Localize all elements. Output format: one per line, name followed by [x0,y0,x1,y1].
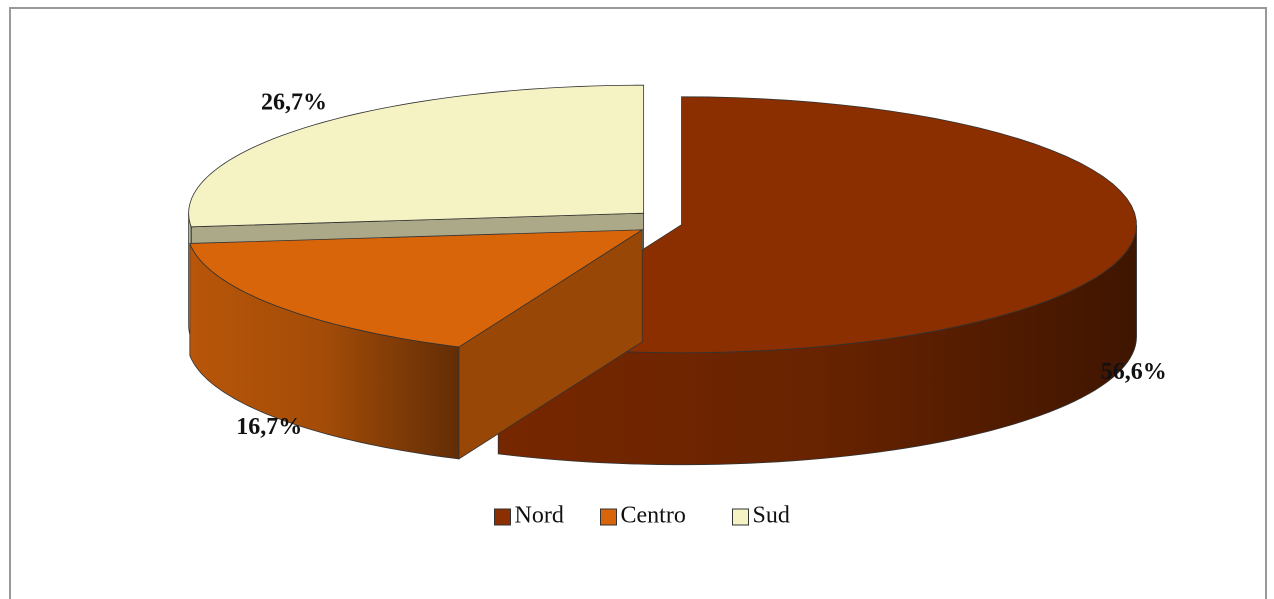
legend-label: Centro [621,503,686,529]
data-label: 56,6% [1101,359,1167,385]
data-label: 26,7% [261,89,327,115]
data-label: 16,7% [236,414,302,440]
legend-swatch [600,508,617,526]
legend-swatch [494,508,511,526]
slice [188,84,645,228]
legend-label: Sud [753,503,790,529]
slice [189,229,644,348]
legend-swatch [732,508,749,526]
legend-label: Nord [515,503,564,529]
slice [497,96,1137,354]
